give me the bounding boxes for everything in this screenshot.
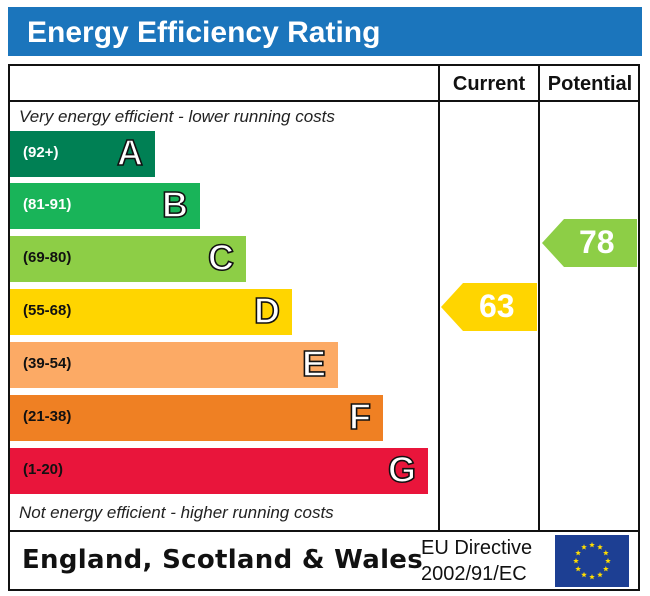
band-range-label: (39-54) [23,355,72,372]
eu-star-icon [573,558,579,564]
potential-arrow-shape [542,219,637,267]
eu-directive-number: 2002/91/EC [421,563,527,585]
band-d: (55-68) D [10,289,292,335]
current-rating-arrow: 63 [441,283,537,331]
eu-star-icon [575,550,581,556]
band-c: (69-80) C [10,236,246,282]
current-column-divider [438,64,440,532]
band-letter-label: C [207,236,235,279]
band-a: (92+) A [10,131,155,177]
eu-star-icon [603,550,609,556]
band-letter-label: A [116,131,144,174]
eu-directive-label: EU Directive [421,537,533,559]
band-letter-label: B [161,183,189,226]
footer-region: England, Scotland & Wales [22,545,423,575]
eu-star-icon [605,558,611,564]
footer-divider [8,530,640,532]
band-b: (81-91) B [10,183,200,229]
eu-star-icon [581,544,587,550]
current-rating-value: 63 [479,288,515,324]
band-letter-label: D [253,289,281,332]
chart-title: Energy Efficiency Rating [27,16,381,49]
band-g: (1-20) G [10,448,428,494]
potential-rating-value: 78 [579,224,615,260]
eu-star-icon [597,544,603,550]
band-range-label: (21-38) [23,408,72,425]
band-range-label: (55-68) [23,302,72,319]
title-bar: Energy Efficiency Rating [8,7,642,56]
potential-rating-arrow: 78 [542,219,637,267]
band-e: (39-54) E [10,342,338,388]
potential-column-divider [538,64,540,532]
band-f: (21-38) F [10,395,383,441]
band-range-label: (81-91) [23,196,72,213]
eu-stars [573,542,611,580]
eu-star-icon [597,571,603,578]
potential-column-header: Potential [547,73,633,95]
band-letter-label: G [387,448,417,491]
band-range-label: (92+) [23,144,59,161]
band-letter-label: E [301,342,327,385]
eu-star-icon [581,571,587,578]
eu-star-icon [589,574,595,580]
eu-star-icon [575,566,581,572]
band-range-label: (69-80) [23,249,72,266]
current-column-header: Current [452,73,526,95]
bottom-note: Not energy efficient - higher running co… [19,503,334,522]
current-arrow-shape [441,283,537,331]
band-range-label: (1-20) [23,461,64,478]
eu-star-icon [589,542,595,548]
chart-frame [8,64,640,591]
eu-flag-icon [555,535,629,587]
eu-star-icon [603,566,609,572]
top-note: Very energy efficient - lower running co… [19,107,335,126]
band-letter-label: F [348,395,372,438]
header-divider [8,100,640,102]
